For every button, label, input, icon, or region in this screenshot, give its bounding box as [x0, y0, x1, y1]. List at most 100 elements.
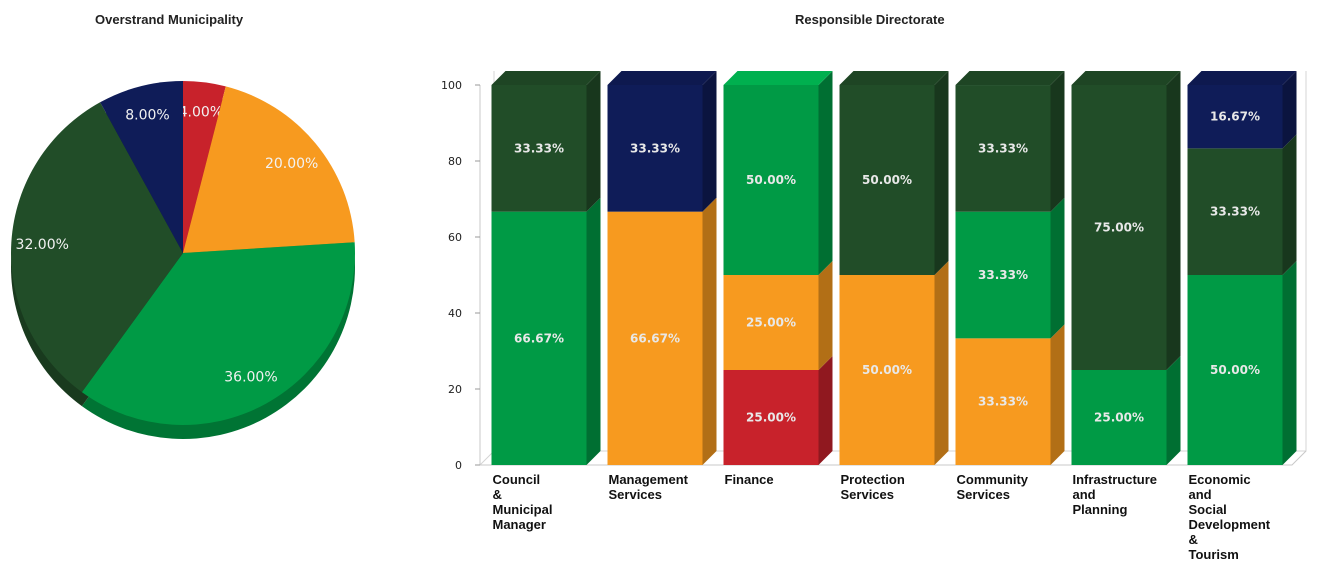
- pie-slice-0: [183, 81, 226, 253]
- bar-side-4-2: [1050, 71, 1065, 212]
- x-category-label-line: Community: [956, 472, 1029, 487]
- x-category-label-line: Planning: [1072, 502, 1128, 517]
- bar-segment-6-0: [1187, 275, 1283, 465]
- pie-slice-label-4: 8.00%: [125, 108, 169, 124]
- x-category-label-5: Infrastructure and Planning: [1073, 472, 1173, 517]
- bar-segment-6-1: [1187, 148, 1283, 275]
- x-category-label-line: Infrastructure: [1072, 472, 1158, 487]
- bar-segment-5-0: [1071, 370, 1167, 465]
- pie-slice-label-2: 36.00%: [224, 370, 277, 386]
- x-category-label-line: &: [492, 487, 502, 502]
- pie-slice-3: [11, 102, 183, 393]
- bar-side-0-1: [586, 71, 601, 212]
- bar-segment-3-1: [839, 85, 935, 275]
- x-category-label-line: Council: [492, 472, 541, 487]
- bar-side-2-0: [818, 356, 833, 465]
- x-category-label-0: Council & Municipal Manager: [493, 472, 593, 532]
- x-category-label-line: and: [1188, 487, 1212, 502]
- y-tick-label-3: 60: [448, 231, 462, 244]
- bar-label-2-1: 25.00%: [746, 316, 796, 330]
- bar-segment-6-2: [1187, 85, 1283, 149]
- x-category-label-line: Manager: [492, 517, 546, 532]
- y-tick-label-5: 100: [441, 79, 462, 92]
- x-category-label-line: Development: [1188, 517, 1271, 532]
- bar-label-4-2: 33.33%: [978, 141, 1028, 155]
- bar-label-3-0: 50.00%: [862, 363, 912, 377]
- bar-side-5-0: [1166, 356, 1181, 465]
- x-category-label-line: Management: [608, 472, 688, 487]
- pie-slice-4: [100, 81, 183, 253]
- bar-label-1-1: 33.33%: [630, 141, 680, 155]
- pie-slice-label-1: 20.00%: [265, 156, 318, 172]
- bar-side-3-0: [934, 261, 949, 465]
- pie-chart-title: Overstrand Municipality: [95, 12, 244, 27]
- x-category-label-line: Services: [956, 487, 1011, 502]
- x-category-label-line: Finance: [724, 472, 774, 487]
- bar-top-1: [607, 71, 717, 85]
- x-category-label-line: Services: [840, 487, 895, 502]
- x-category-label-line: Services: [608, 487, 663, 502]
- bar-label-6-0: 50.00%: [1210, 363, 1260, 377]
- bar-segment-2-2: [723, 85, 819, 275]
- x-category-label-6: Economic and Social Development & Tourism: [1189, 472, 1289, 562]
- y-tick-label-2: 40: [448, 307, 462, 320]
- bar-side-0-0: [586, 197, 601, 466]
- bar-segment-1-0: [607, 211, 703, 465]
- bar-side-3-1: [934, 71, 949, 275]
- x-category-label-3: Protection Services: [841, 472, 941, 502]
- x-category-label-line: Protection: [840, 472, 905, 487]
- bar-label-3-1: 50.00%: [862, 173, 912, 187]
- bar-label-0-1: 33.33%: [514, 141, 564, 155]
- x-category-label-line: Social: [1188, 502, 1227, 517]
- bar-segment-3-0: [839, 275, 935, 465]
- x-category-label-1: Management Services: [609, 472, 709, 502]
- bar-side-2-1: [818, 261, 833, 370]
- bar-side-6-2: [1282, 71, 1297, 149]
- bar-label-6-1: 33.33%: [1210, 205, 1260, 219]
- bar-chart-title: Responsible Directorate: [795, 12, 945, 27]
- x-category-label-line: and: [1072, 487, 1096, 502]
- y-tick-label-1: 20: [448, 383, 462, 396]
- bar-segment-0-1: [491, 85, 587, 212]
- bar-top-4: [955, 71, 1065, 86]
- pie-chart: 4.00% 20.00% 36.00% 32.00% 8.00%: [11, 81, 355, 439]
- bar-segment-2-0: [723, 370, 819, 465]
- bar-side-1-1: [702, 71, 717, 212]
- pie-slice-label-0: 4.00%: [179, 104, 223, 120]
- y-tick-label-4: 80: [448, 155, 462, 168]
- bar-top-3: [839, 71, 949, 85]
- bar-side-4-0: [1050, 324, 1065, 465]
- bar-side-4-1: [1050, 197, 1065, 339]
- bar-side-6-0: [1282, 261, 1297, 465]
- bar-label-0-0: 66.67%: [514, 331, 564, 345]
- bar-label-6-2: 16.67%: [1210, 110, 1260, 124]
- x-category-label-line: Tourism: [1188, 547, 1239, 562]
- bar-top-5: [1071, 71, 1181, 85]
- x-category-label-line: Municipal: [492, 502, 553, 517]
- x-category-label-2: Finance: [725, 472, 825, 487]
- bar-label-5-1: 75.00%: [1094, 221, 1144, 235]
- bar-segment-0-0: [491, 211, 587, 465]
- x-category-label-4: Community Services: [957, 472, 1057, 502]
- pie-slice-label-3: 32.00%: [16, 237, 69, 253]
- bar-side-5-1: [1166, 71, 1181, 370]
- bar-segment-4-2: [955, 85, 1051, 212]
- bar-segment-5-1: [1071, 85, 1167, 370]
- bar-segment-4-0: [955, 338, 1051, 465]
- bar-segment-4-1: [955, 211, 1051, 339]
- bar-label-5-0: 25.00%: [1094, 411, 1144, 425]
- bar-top-0: [491, 71, 601, 85]
- bar-segment-1-1: [607, 85, 703, 212]
- stacked-bar-chart: 0 20 40 60 80 100 66.67% 33.33% 66.67% 33.33% 25.0…: [441, 71, 1307, 472]
- bar-top-2: [723, 71, 833, 85]
- bar-side-1-0: [702, 197, 717, 466]
- bar-side-6-1: [1282, 134, 1297, 275]
- pie-slice-1: [183, 86, 355, 254]
- bar-label-1-0: 66.67%: [630, 331, 680, 345]
- bar-label-4-0: 33.33%: [978, 395, 1028, 409]
- bar-label-4-1: 33.33%: [978, 268, 1028, 282]
- pie-slice-2: [81, 242, 355, 425]
- x-category-label-line: &: [1188, 532, 1198, 547]
- bar-label-2-2: 50.00%: [746, 173, 796, 187]
